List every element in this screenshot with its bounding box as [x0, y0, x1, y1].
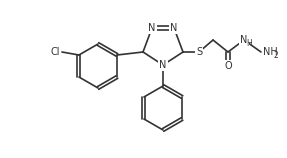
Text: N: N [159, 60, 167, 70]
Text: NH: NH [263, 47, 278, 57]
Text: O: O [224, 61, 232, 71]
Text: S: S [196, 47, 202, 57]
Text: N: N [240, 35, 248, 45]
Text: N: N [170, 23, 178, 33]
Text: 2: 2 [273, 52, 278, 61]
Text: H: H [246, 40, 252, 49]
Text: N: N [148, 23, 156, 33]
Text: Cl: Cl [51, 47, 60, 57]
